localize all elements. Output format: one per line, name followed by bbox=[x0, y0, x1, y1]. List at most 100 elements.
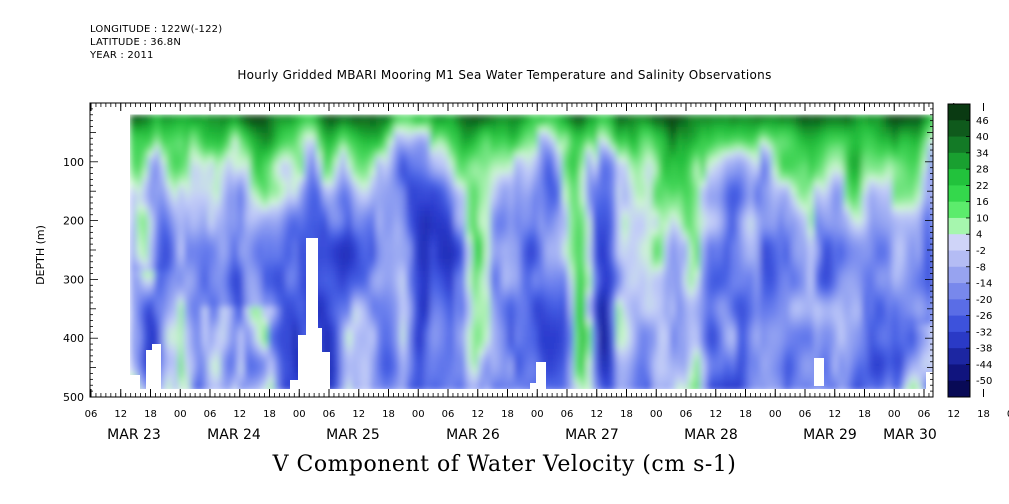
field-cell bbox=[142, 162, 149, 170]
field-cell bbox=[286, 174, 293, 182]
field-cell bbox=[658, 150, 665, 158]
field-cell bbox=[412, 264, 419, 272]
field-cell bbox=[172, 180, 179, 188]
field-cell bbox=[178, 312, 185, 320]
field-cell bbox=[262, 114, 269, 122]
field-cell bbox=[634, 168, 641, 176]
field-cell bbox=[700, 162, 707, 170]
field-cell bbox=[592, 168, 599, 176]
field-cell bbox=[676, 198, 683, 206]
field-cell bbox=[364, 342, 371, 350]
field-cell bbox=[556, 186, 563, 194]
field-cell bbox=[436, 156, 443, 164]
field-cell bbox=[694, 336, 701, 344]
field-cell bbox=[556, 216, 563, 224]
field-cell bbox=[526, 126, 533, 134]
field-cell bbox=[388, 210, 395, 218]
field-cell bbox=[286, 138, 293, 146]
field-cell bbox=[466, 330, 473, 338]
field-cell bbox=[370, 288, 377, 296]
field-cell bbox=[142, 252, 149, 260]
field-cell bbox=[400, 132, 407, 140]
field-cell bbox=[766, 222, 773, 230]
field-cell bbox=[418, 180, 425, 188]
field-cell bbox=[766, 120, 773, 128]
field-cell bbox=[772, 330, 779, 338]
field-cell bbox=[166, 132, 173, 140]
field-cell bbox=[466, 204, 473, 212]
field-cell bbox=[298, 156, 305, 164]
field-cell bbox=[760, 216, 767, 224]
field-cell bbox=[520, 186, 527, 194]
field-cell bbox=[766, 312, 773, 320]
field-cell bbox=[658, 210, 665, 218]
field-cell bbox=[280, 270, 287, 278]
field-cell bbox=[490, 324, 497, 332]
field-cell bbox=[250, 132, 257, 140]
field-cell bbox=[514, 216, 521, 224]
field-cell bbox=[196, 192, 203, 200]
field-cell bbox=[718, 222, 725, 230]
field-cell bbox=[148, 162, 155, 170]
field-cell bbox=[250, 144, 257, 152]
field-cell bbox=[268, 252, 275, 260]
field-cell bbox=[328, 312, 335, 320]
field-cell bbox=[238, 270, 245, 278]
field-cell bbox=[646, 246, 653, 254]
field-cell bbox=[622, 306, 629, 314]
field-cell bbox=[748, 246, 755, 254]
field-cell bbox=[172, 120, 179, 128]
field-cell bbox=[448, 180, 455, 188]
field-cell bbox=[388, 246, 395, 254]
field-cell bbox=[628, 312, 635, 320]
field-cell bbox=[220, 354, 227, 362]
field-cell bbox=[370, 114, 377, 122]
field-cell bbox=[718, 306, 725, 314]
field-cell bbox=[586, 294, 593, 302]
field-cell bbox=[238, 258, 245, 266]
field-cell bbox=[196, 144, 203, 152]
field-cell bbox=[676, 258, 683, 266]
field-cell bbox=[268, 306, 275, 314]
field-cell bbox=[172, 318, 179, 326]
field-cell bbox=[256, 294, 263, 302]
field-cell bbox=[454, 246, 461, 254]
field-cell bbox=[466, 216, 473, 224]
field-cell bbox=[592, 246, 599, 254]
field-cell bbox=[160, 210, 167, 218]
field-cell bbox=[202, 300, 209, 308]
field-cell bbox=[778, 240, 785, 248]
field-cell bbox=[382, 276, 389, 284]
field-cell bbox=[322, 252, 329, 260]
field-cell bbox=[616, 318, 623, 326]
field-cell bbox=[268, 336, 275, 344]
field-cell bbox=[262, 348, 269, 356]
field-cell bbox=[262, 180, 269, 188]
field-cell bbox=[382, 384, 389, 389]
field-cell bbox=[532, 228, 539, 236]
field-cell bbox=[586, 216, 593, 224]
field-cell bbox=[292, 330, 299, 338]
field-cell bbox=[610, 156, 617, 164]
field-cell bbox=[538, 246, 545, 254]
field-cell bbox=[130, 240, 137, 248]
field-cell bbox=[658, 114, 665, 122]
field-cell bbox=[130, 186, 137, 194]
field-cell bbox=[358, 300, 365, 308]
field-cell bbox=[616, 330, 623, 338]
field-cell bbox=[394, 276, 401, 284]
field-cell bbox=[748, 198, 755, 206]
field-cell bbox=[364, 228, 371, 236]
field-cell bbox=[520, 276, 527, 284]
field-cell bbox=[526, 228, 533, 236]
field-cell bbox=[544, 366, 551, 374]
field-cell bbox=[562, 264, 569, 272]
field-cell bbox=[370, 186, 377, 194]
field-cell bbox=[454, 138, 461, 146]
field-cell bbox=[388, 384, 395, 389]
field-cell bbox=[412, 132, 419, 140]
field-cell bbox=[394, 288, 401, 296]
field-cell bbox=[694, 168, 701, 176]
field-cell bbox=[250, 114, 257, 122]
field-cell bbox=[676, 228, 683, 236]
